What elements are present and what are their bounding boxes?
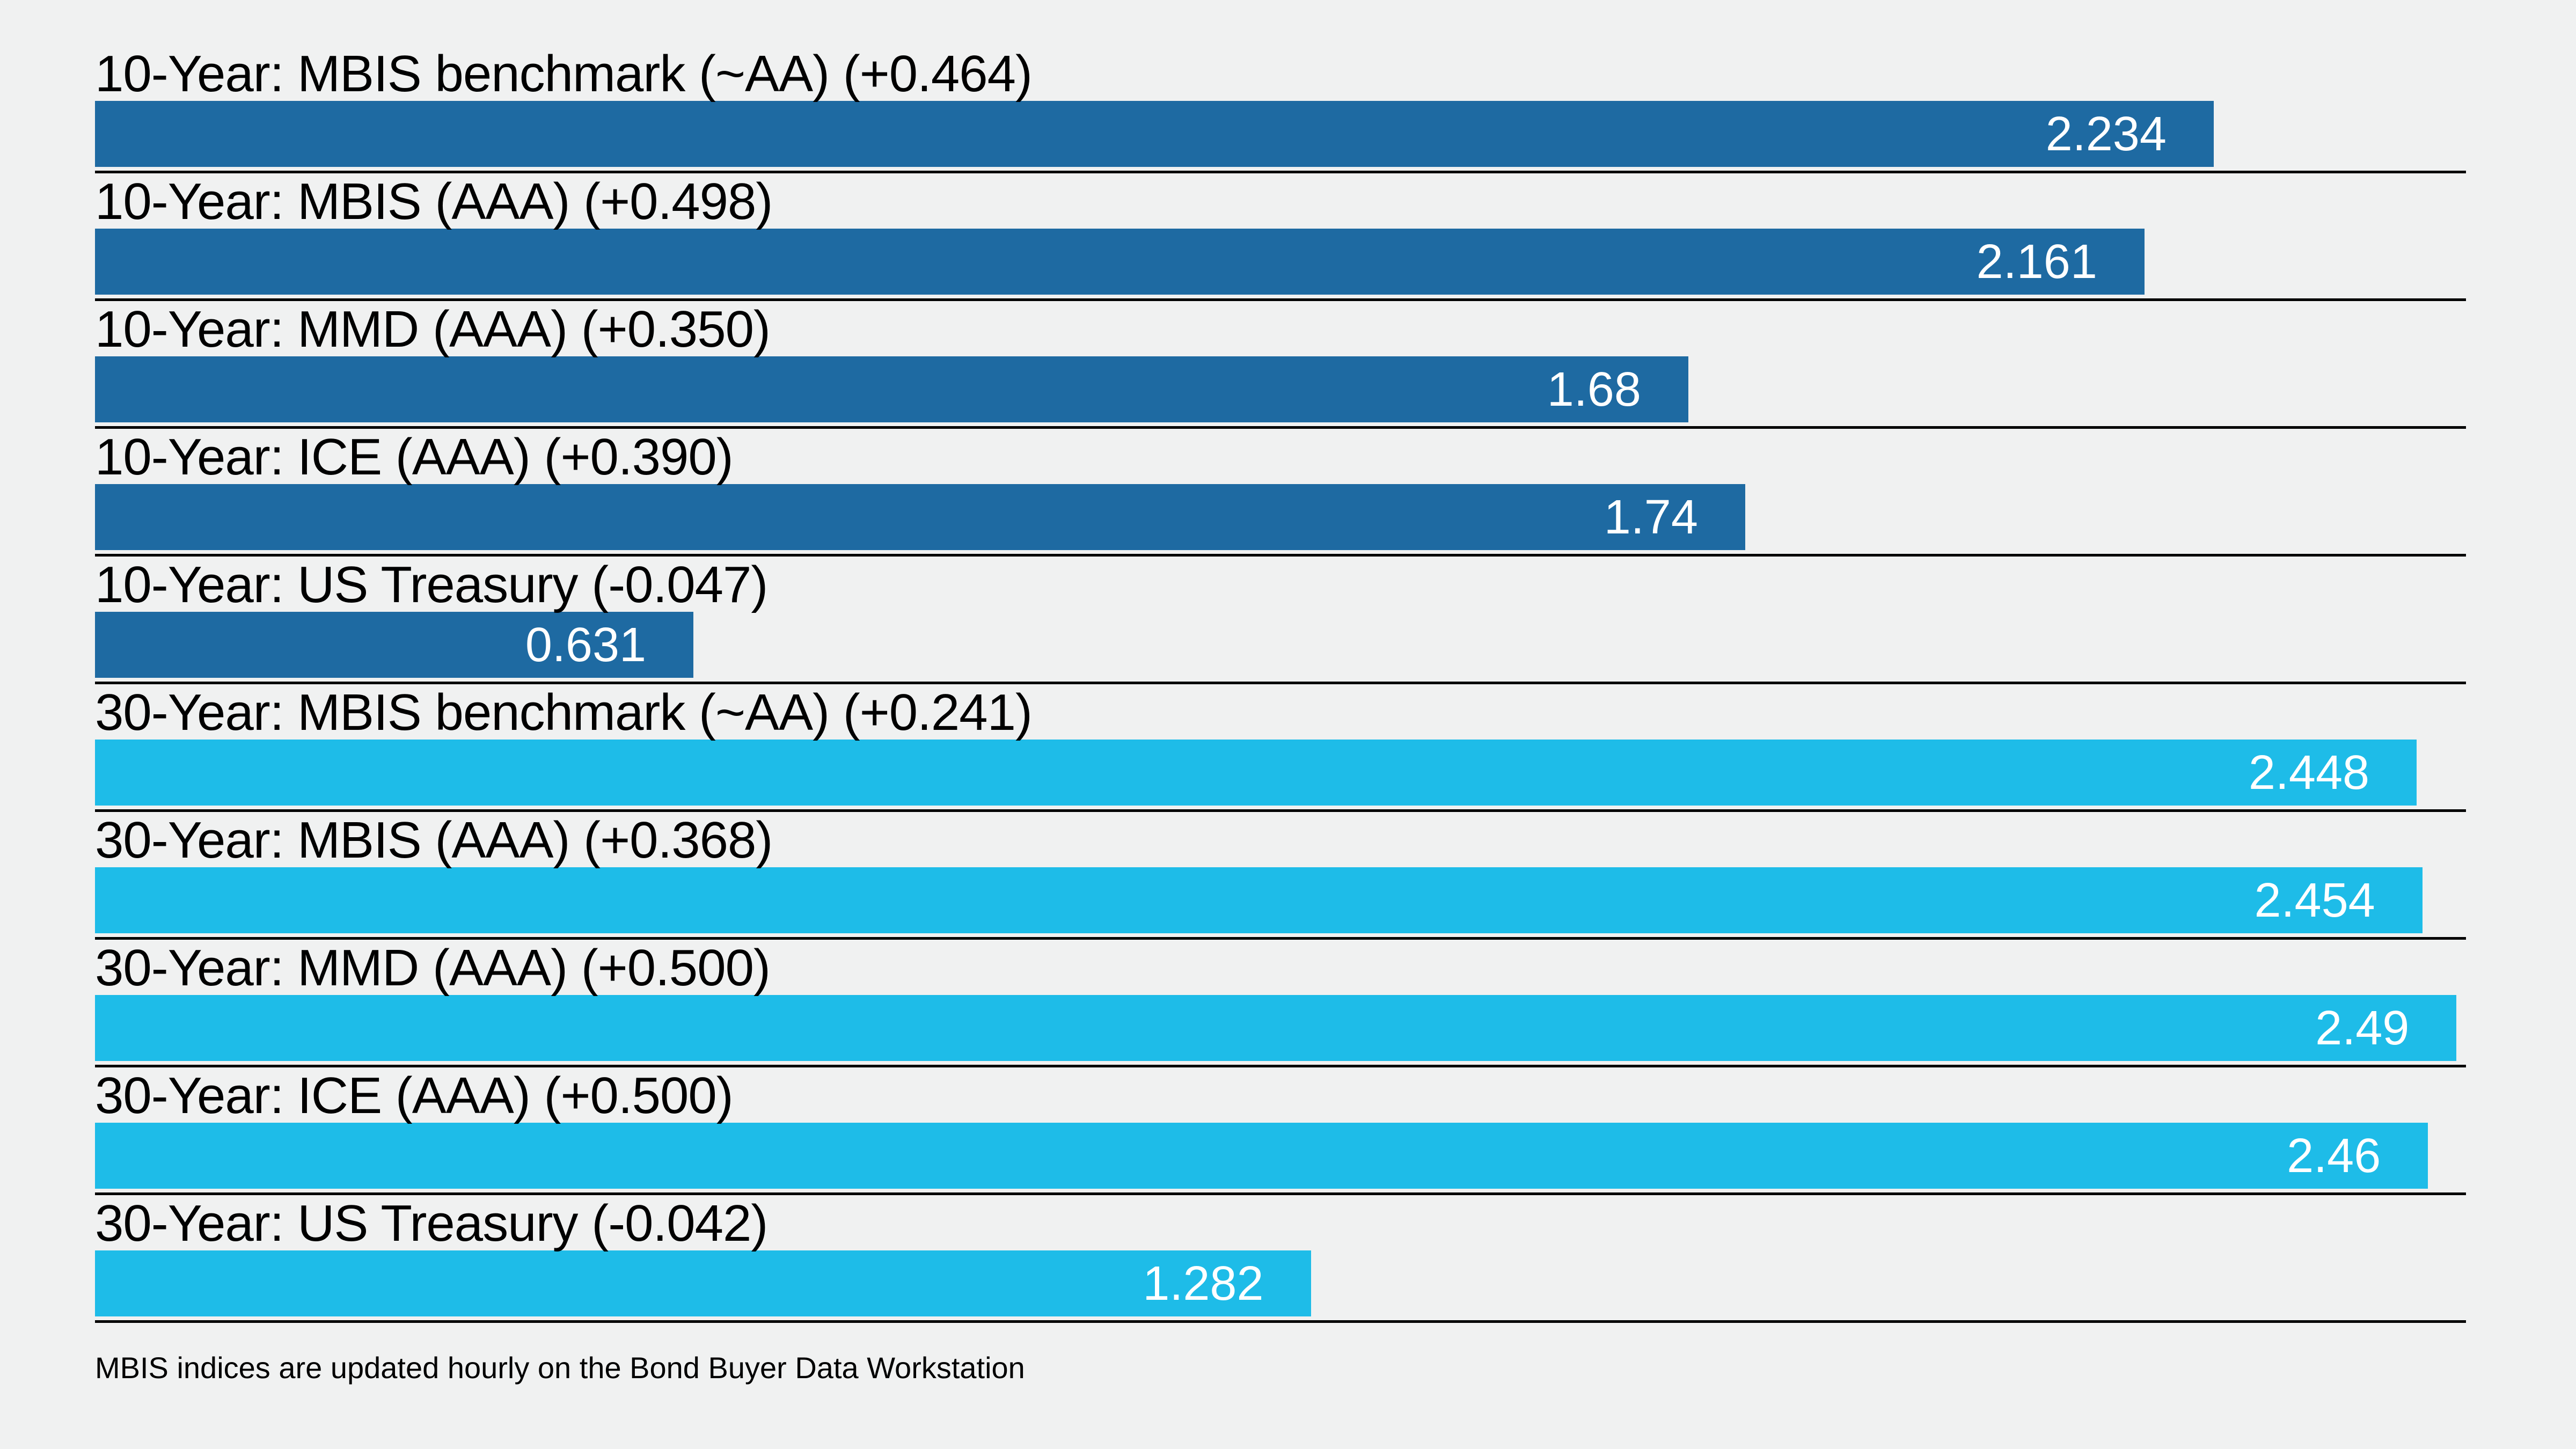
category-label: 30-Year: MMD (AAA) (+0.500): [95, 939, 771, 997]
bar-value-label: 1.68: [1547, 362, 1641, 416]
category-label: 10-Year: US Treasury (-0.047): [95, 556, 768, 613]
category-label: 10-Year: ICE (AAA) (+0.390): [95, 428, 734, 486]
bar-value-label: 0.631: [525, 618, 647, 672]
bar-value-label: 2.49: [2315, 1001, 2410, 1055]
value-bar: 2.46: [95, 1123, 2428, 1189]
category-label: 30-Year: MBIS benchmark (~AA) (+0.241): [95, 684, 1033, 741]
chart-row: 30-Year: MBIS benchmark (~AA) (+0.241) 2…: [95, 684, 2466, 812]
category-label: 30-Year: US Treasury (-0.042): [95, 1195, 768, 1252]
chart-row: 10-Year: ICE (AAA) (+0.390) 1.74: [95, 429, 2466, 557]
value-bar: 2.454: [95, 867, 2423, 933]
value-bar: 2.49: [95, 995, 2457, 1061]
value-bar: 0.631: [95, 612, 694, 678]
chart-row: 30-Year: ICE (AAA) (+0.500) 2.46: [95, 1067, 2466, 1195]
chart-row: 10-Year: US Treasury (-0.047) 0.631: [95, 557, 2466, 684]
category-label: 30-Year: ICE (AAA) (+0.500): [95, 1067, 734, 1124]
value-bar: 1.74: [95, 484, 1745, 550]
bar-value-label: 2.234: [2045, 107, 2167, 161]
category-label: 30-Year: MBIS (AAA) (+0.368): [95, 811, 773, 869]
value-bar: 2.234: [95, 101, 2214, 167]
bar-value-label: 2.454: [2254, 873, 2375, 927]
value-bar: 1.282: [95, 1250, 1311, 1316]
chart-row: 10-Year: MBIS benchmark (~AA) (+0.464) 2…: [95, 46, 2466, 173]
chart-row: 30-Year: US Treasury (-0.042) 1.282: [95, 1195, 2466, 1323]
bar-value-label: 2.448: [2248, 745, 2370, 800]
chart-row: 30-Year: MMD (AAA) (+0.500) 2.49: [95, 940, 2466, 1067]
bar-value-label: 2.161: [1976, 235, 2097, 289]
chart-row: 30-Year: MBIS (AAA) (+0.368) 2.454: [95, 812, 2466, 940]
chart-footnote: MBIS indices are updated hourly on the B…: [95, 1351, 1025, 1385]
chart-row: 10-Year: MBIS (AAA) (+0.498) 2.161: [95, 173, 2466, 301]
bar-value-label: 1.74: [1604, 490, 1698, 544]
category-label: 10-Year: MBIS benchmark (~AA) (+0.464): [95, 45, 1033, 103]
category-label: 10-Year: MMD (AAA) (+0.350): [95, 301, 771, 358]
value-bar: 2.161: [95, 229, 2145, 295]
value-bar: 2.448: [95, 740, 2417, 806]
bond-yield-bar-chart: 10-Year: MBIS benchmark (~AA) (+0.464) 2…: [95, 0, 2466, 1385]
chart-rows: 10-Year: MBIS benchmark (~AA) (+0.464) 2…: [95, 46, 2466, 1323]
bar-value-label: 1.282: [1143, 1256, 1264, 1311]
value-bar: 1.68: [95, 356, 1688, 422]
category-label: 10-Year: MBIS (AAA) (+0.498): [95, 173, 773, 230]
bar-value-label: 2.46: [2287, 1129, 2381, 1183]
chart-row: 10-Year: MMD (AAA) (+0.350) 1.68: [95, 301, 2466, 429]
